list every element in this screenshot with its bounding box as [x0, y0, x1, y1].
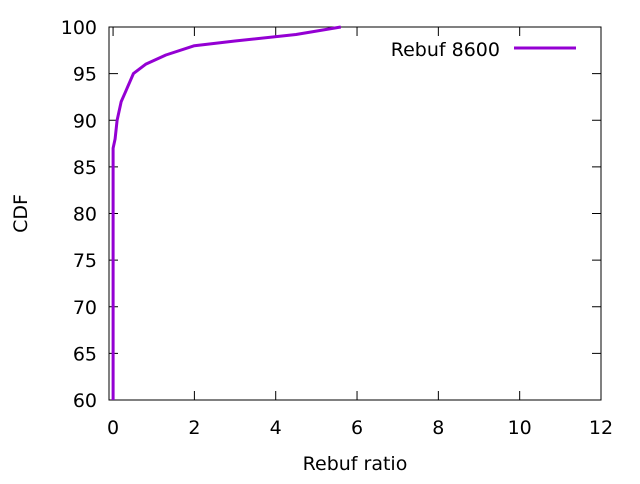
y-tick-label: 75: [73, 250, 97, 272]
x-tick-label: 6: [351, 417, 363, 439]
series-layer: [111, 25, 342, 400]
y-tick-label: 60: [73, 390, 97, 412]
x-tick-label: 8: [432, 417, 444, 439]
plot-frame: [108, 26, 602, 401]
y-tick-label: 80: [73, 204, 97, 226]
series-line-0: [111, 25, 342, 400]
x-tick-label: 0: [107, 417, 119, 439]
legend-label: Rebuf 8600: [391, 39, 500, 61]
x-axis-title: Rebuf ratio: [303, 453, 408, 475]
y-tick-label: 100: [61, 17, 97, 39]
y-tick-label: 90: [73, 110, 97, 132]
x-tick-label: 10: [508, 417, 532, 439]
ticks-layer: 0 2 4 6 8 10 12 60 65 70 75 80 85 90 95 100: [61, 17, 613, 439]
y-tick-label: 85: [73, 157, 97, 179]
legend: Rebuf 8600: [391, 39, 576, 61]
x-tick-label: 4: [270, 417, 282, 439]
y-tick-label: 65: [73, 343, 97, 365]
x-tick-label: 2: [188, 417, 200, 439]
x-tick-label: 12: [589, 417, 613, 439]
y-tick-label: 70: [73, 297, 97, 319]
y-axis-title: CDF: [10, 194, 32, 233]
y-tick-label: 95: [73, 64, 97, 86]
